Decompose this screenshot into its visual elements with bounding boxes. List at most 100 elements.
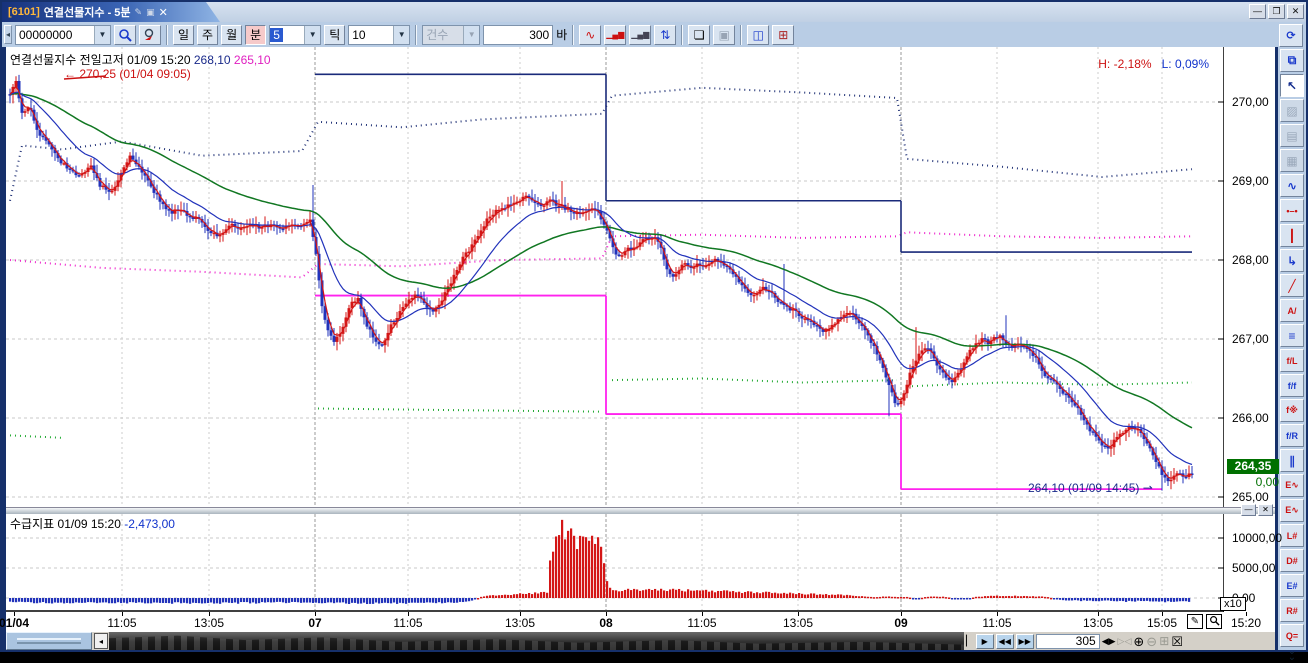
tab-close-icon[interactable]: ✕: [158, 6, 168, 19]
maximize-button[interactable]: ❐: [1268, 4, 1285, 19]
day-candle-icon[interactable]: D#: [1280, 549, 1304, 572]
chart-link-icon[interactable]: ⧉: [1280, 49, 1304, 72]
tick-button[interactable]: 틱: [324, 24, 346, 45]
grid-window-icon: ⊞: [1159, 633, 1170, 648]
main-chart-canvas[interactable]: [6, 47, 1224, 507]
search-jump-icon[interactable]: [139, 24, 161, 45]
range-candle-icon[interactable]: R#: [1280, 599, 1304, 622]
main-chart-panel[interactable]: 연결선물지수 전일고저 01/09 15:20 268,10 265,10 H:…: [6, 47, 1279, 507]
elliott-wave1-icon[interactable]: E∿: [1280, 474, 1304, 497]
time-axis-label: 15:05: [1146, 616, 1178, 630]
time-axis-label: 07: [308, 616, 322, 630]
scrollbar-handle[interactable]: [6, 632, 92, 650]
indicator-canvas[interactable]: [6, 514, 1224, 612]
minute-interval-combo[interactable]: 5 ▼: [269, 24, 322, 45]
period-month-button[interactable]: 월: [221, 24, 243, 45]
time-axis-label: 13:05: [193, 616, 225, 630]
page-back-button[interactable]: ◀◀: [995, 633, 1014, 649]
line-style-icon[interactable]: ∿: [579, 24, 602, 45]
memo-icon[interactable]: ✎: [134, 6, 143, 17]
stamp-icon[interactable]: ▣: [146, 6, 155, 17]
bar-chart-icon[interactable]: ▁▄▆: [629, 24, 652, 45]
sort-updown-icon[interactable]: ⇅: [654, 24, 677, 45]
time-axis-label: 15:20: [1230, 616, 1262, 630]
vertical-line-icon[interactable]: ┃: [1280, 224, 1304, 247]
main-toolbar: ◂ 00000000 ▼ 일 주 월 분 5 ▼ 틱 10 ▼ 건수 ▼ 300: [2, 22, 1306, 47]
period-day-button[interactable]: 일: [173, 24, 195, 45]
price-axis-label: 269,00: [1232, 174, 1269, 188]
price-axis-label: 270,00: [1232, 95, 1269, 109]
symbol-code-combo[interactable]: 00000000 ▼: [15, 24, 111, 45]
scroll-preview-band: ◂ ▏ ▶ ◀◀ ▶▶ 305 ◀▶ ▷◁ ⊕ ⊖ ⊞ ☒: [6, 632, 1275, 650]
channel-lines-icon[interactable]: ∥: [1280, 449, 1304, 472]
minimize-button[interactable]: —: [1249, 4, 1266, 19]
bar-count-input[interactable]: 300: [483, 24, 554, 45]
toolbar-collapse-button[interactable]: ◂: [4, 25, 12, 44]
indicator-close-button[interactable]: ✕: [1258, 504, 1273, 516]
bar-count-unit: 바: [556, 28, 568, 42]
mini-chart-icon[interactable]: ∿: [1280, 174, 1304, 197]
time-axis-label: 11:05: [982, 616, 1012, 630]
speed-fan-icon[interactable]: f※: [1280, 399, 1304, 422]
step-forward-button[interactable]: ▶: [975, 633, 994, 649]
scroll-left-arrow[interactable]: ◂: [94, 633, 108, 649]
high-annotation: ← 270,25 (01/04 09:05): [64, 67, 191, 81]
fibo-retrace-icon[interactable]: f/R: [1280, 424, 1304, 447]
indicator-value: -2,473,00: [124, 517, 175, 531]
collapse-bars-icon: ▷◁: [1117, 635, 1132, 646]
search-icon[interactable]: [114, 24, 136, 45]
indicator-axis-label: 10000,00: [1232, 531, 1283, 545]
zoom-in-icon[interactable]: ⊕: [1133, 633, 1145, 649]
refresh-icon[interactable]: ⟳: [1279, 24, 1303, 47]
period-week-button[interactable]: 주: [197, 24, 219, 45]
elliott-wave2-icon[interactable]: E∿: [1280, 499, 1304, 522]
cursor-tool-icon[interactable]: ↖: [1280, 74, 1304, 97]
chart-color-icon[interactable]: ◫: [747, 24, 770, 45]
indicator-title: 수급지표: [10, 517, 55, 531]
time-axis-label: 11:05: [687, 616, 717, 630]
visible-bars-input[interactable]: 305: [1035, 633, 1100, 649]
low-candle-icon[interactable]: L#: [1280, 524, 1304, 547]
panel-divider[interactable]: — ✕: [6, 504, 1275, 516]
count-combo-disabled: 건수 ▼: [422, 24, 481, 45]
parallel-lines-icon[interactable]: ≡: [1280, 324, 1304, 347]
zoom-area-icon: ▨: [1280, 99, 1304, 122]
chevron-down-icon[interactable]: ▼: [94, 25, 110, 44]
period-minute-button[interactable]: 분: [245, 24, 267, 45]
symbol-code-value: 00000000: [19, 27, 73, 42]
zoom-axis-icon[interactable]: [1206, 614, 1222, 629]
copy-document-icon[interactable]: ❏: [688, 24, 711, 45]
more-tools-chevron[interactable]: ⌄ ⌄: [1287, 646, 1297, 663]
text-tool-icon[interactable]: A/: [1280, 299, 1304, 322]
diagonal-line-icon[interactable]: ╱: [1280, 274, 1304, 297]
indicator-axis-label: 5000,00: [1232, 561, 1276, 575]
expand-bars-icon[interactable]: ◀▶: [1101, 635, 1116, 646]
prevday-label: 전일고저: [79, 53, 124, 67]
quote-list-icon[interactable]: Q=: [1280, 624, 1304, 647]
trend-arrow-icon[interactable]: ↳: [1280, 249, 1304, 272]
page-forward-button[interactable]: ▶▶: [1015, 633, 1034, 649]
time-axis-label: 11:05: [393, 616, 423, 630]
prevday-low-value: 265,10: [233, 53, 271, 67]
grid-table-icon[interactable]: ⊞: [772, 24, 795, 45]
chevron-down-icon[interactable]: ▼: [304, 25, 321, 44]
chevron-down-icon: ▼: [463, 25, 480, 44]
window-title-tab[interactable]: [6101] 연결선물지수 - 5분 ✎ ▣ ✕: [2, 2, 220, 22]
tick-interval-combo[interactable]: 10 ▼: [348, 24, 411, 45]
window-title: 연결선물지수 - 5분: [43, 7, 131, 19]
horizontal-line-icon[interactable]: •–•: [1280, 199, 1304, 222]
chevron-down-icon[interactable]: ▼: [393, 25, 410, 44]
low-percent-label: L: 0,09%: [1161, 57, 1209, 71]
fibo-fan-icon[interactable]: f/f: [1280, 374, 1304, 397]
close-button[interactable]: ✕: [1287, 4, 1304, 19]
volume-alert-icon[interactable]: ▁▄▆: [604, 24, 627, 45]
chart-preview-strip[interactable]: [109, 632, 964, 650]
time-axis-label: 01/04: [0, 616, 30, 630]
env-candle-icon[interactable]: E#: [1280, 574, 1304, 597]
close-panel-icon[interactable]: ☒: [1171, 633, 1183, 649]
indicator-minimize-button[interactable]: —: [1241, 504, 1256, 516]
drawing-toolbar: ⧉ ↖ ▨ ▤ ▦ ∿ •–• ┃ ↳ ╱ A/≡ f/L f/f f※ f/R ∥ E∿ E∿ L# D# E# R# Q…: [1278, 47, 1306, 663]
edit-axis-icon[interactable]: ✎: [1187, 614, 1203, 629]
indicator-panel[interactable]: 수급지표 01/09 15:20 -2,473,00 10000,00 5000,…: [6, 514, 1282, 612]
fibo-lines-icon[interactable]: f/L: [1280, 349, 1304, 372]
